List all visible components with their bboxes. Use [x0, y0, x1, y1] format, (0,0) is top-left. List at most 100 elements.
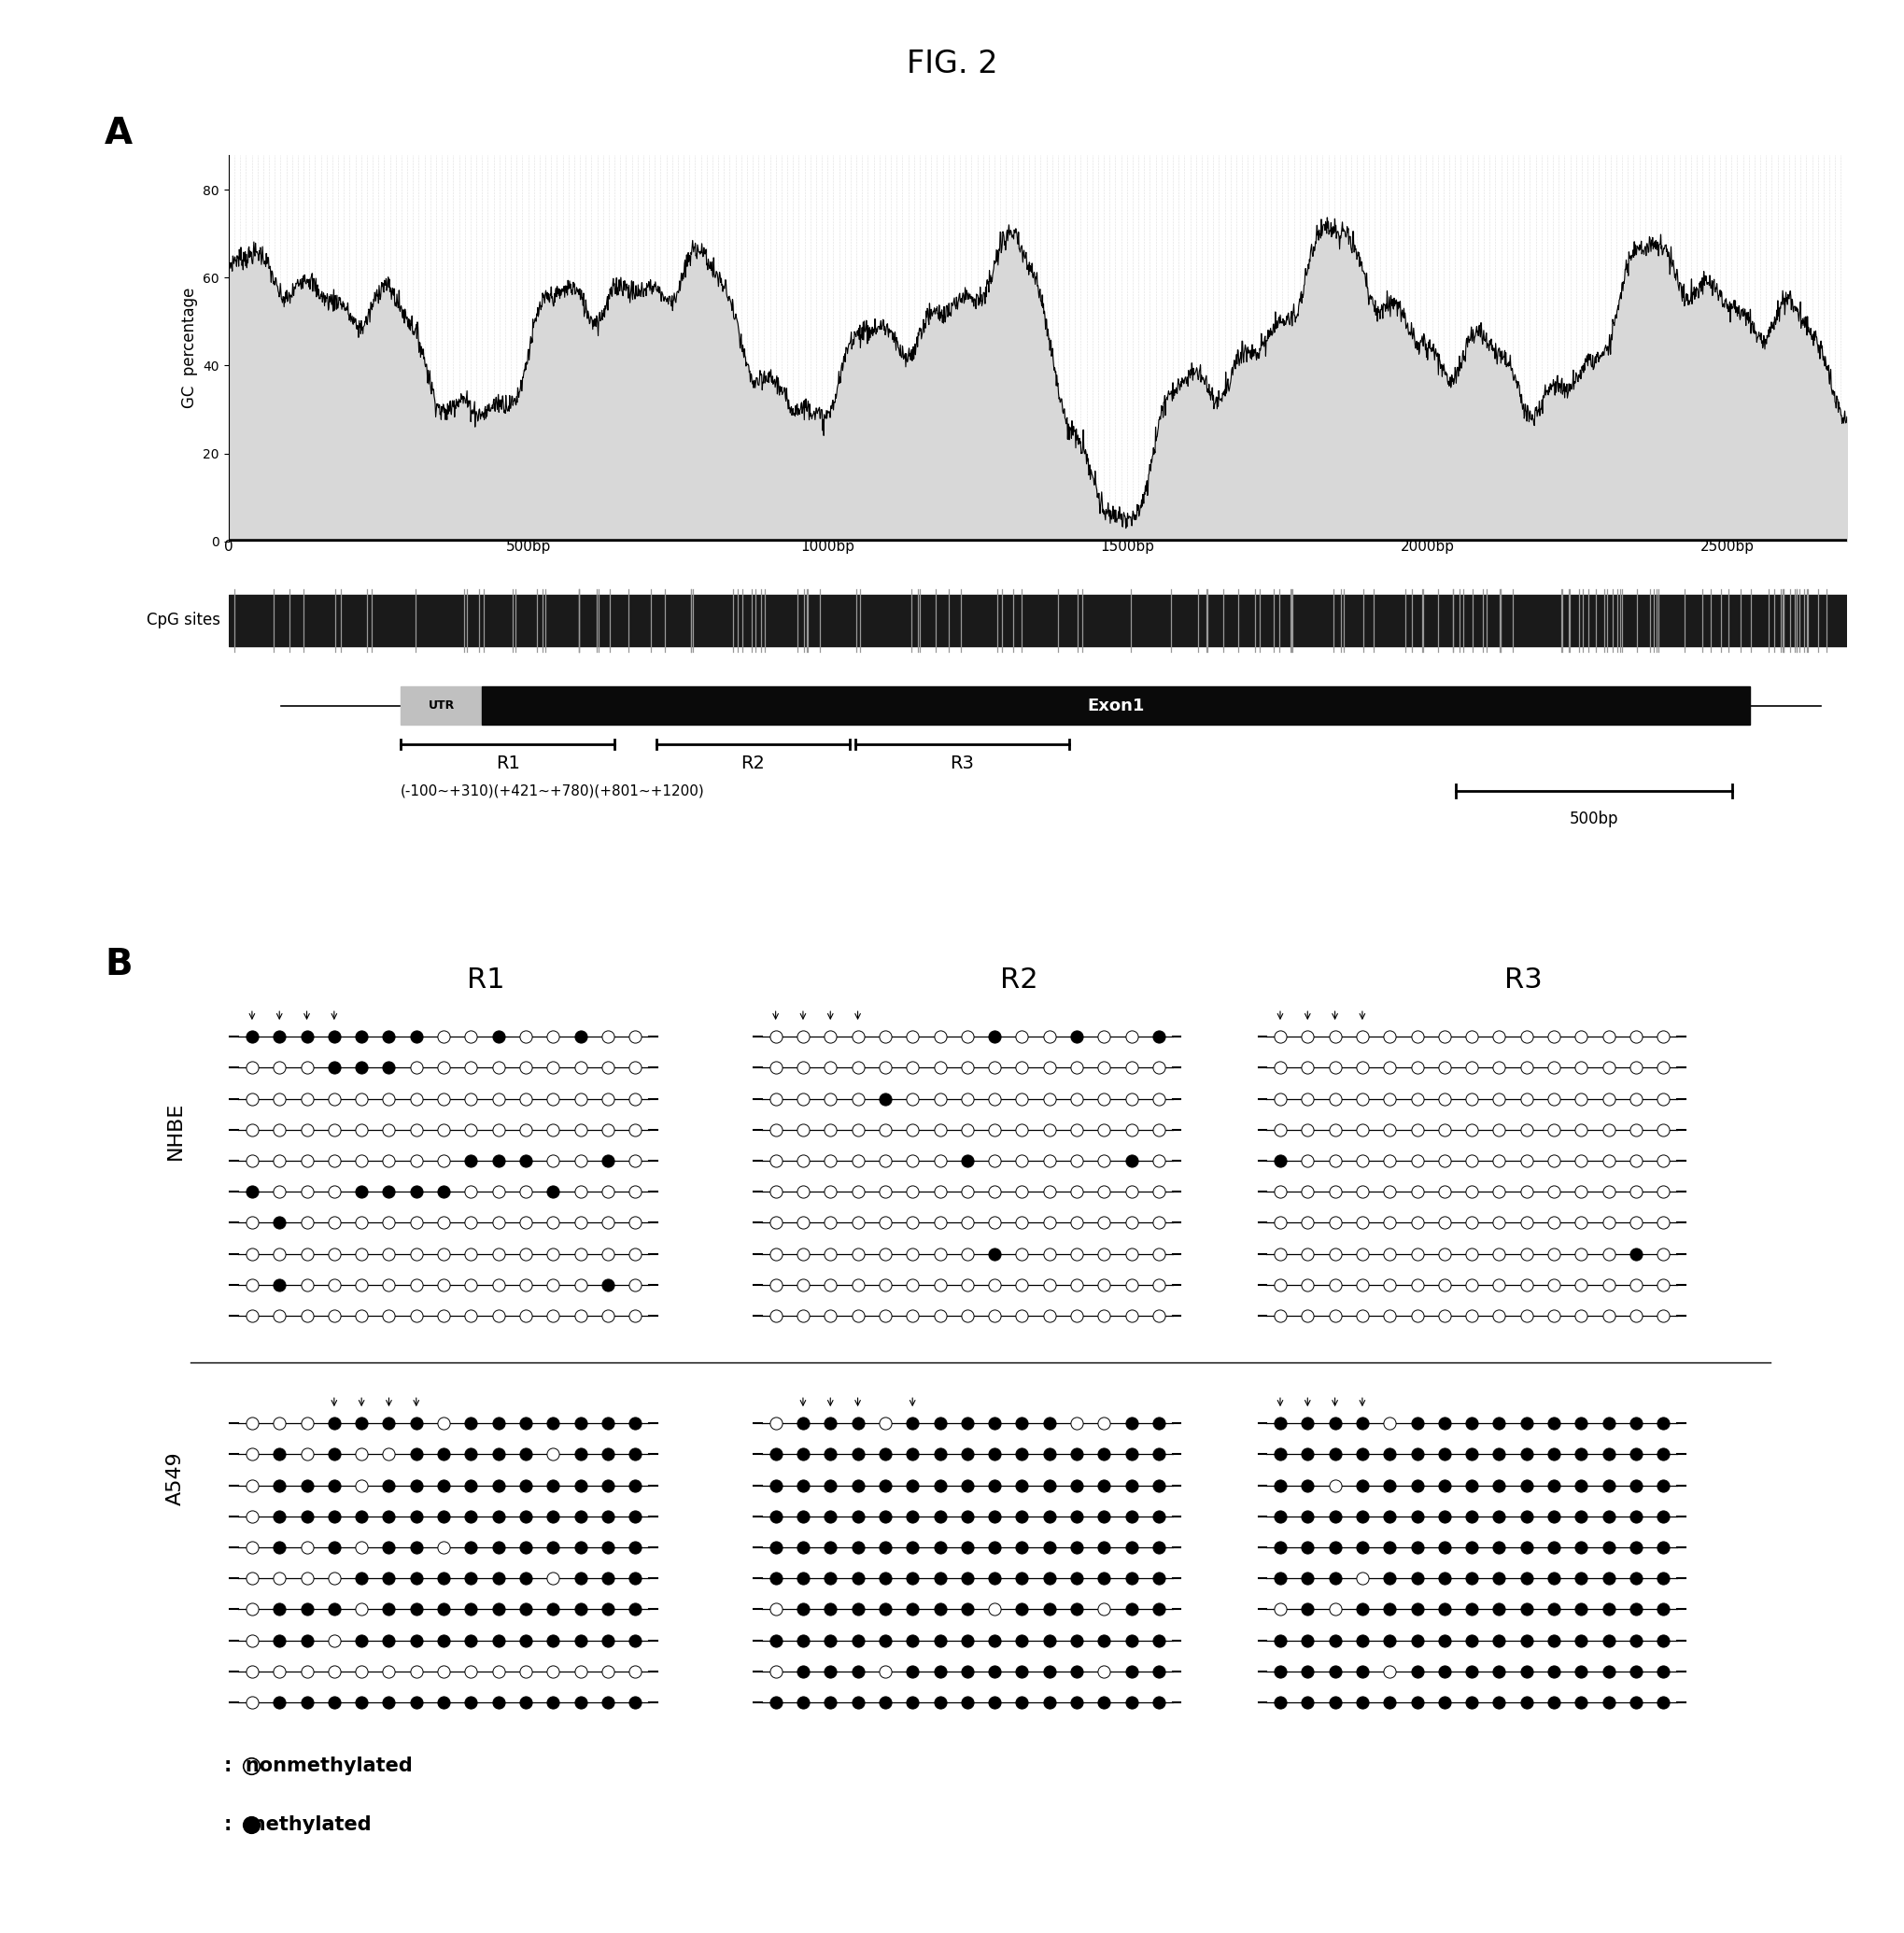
Point	[1348, 1500, 1378, 1531]
Point	[1649, 1564, 1679, 1595]
Point	[347, 1626, 377, 1657]
Text: B: B	[105, 947, 133, 982]
Point	[236, 1809, 267, 1840]
Point	[1649, 1239, 1679, 1270]
Point	[373, 1113, 404, 1144]
Point	[1594, 1469, 1624, 1500]
Point	[402, 1688, 432, 1718]
Point	[1264, 1688, 1295, 1718]
Point	[1034, 1469, 1064, 1500]
Point	[815, 1626, 845, 1657]
Point	[1062, 1144, 1093, 1175]
Point	[455, 1500, 486, 1531]
Point	[347, 1657, 377, 1688]
Point	[1538, 1657, 1569, 1688]
Point	[1594, 1052, 1624, 1082]
Point	[565, 1407, 596, 1438]
Point	[925, 1021, 956, 1052]
Point	[870, 1500, 901, 1531]
Point	[1348, 1688, 1378, 1718]
Point	[373, 1595, 404, 1626]
Point	[760, 1469, 790, 1500]
Point	[484, 1657, 514, 1688]
Point	[1512, 1052, 1542, 1082]
Point	[1567, 1469, 1597, 1500]
Point	[428, 1270, 459, 1301]
Point	[1089, 1239, 1120, 1270]
Point	[539, 1301, 569, 1332]
Point	[510, 1595, 541, 1626]
Point	[1430, 1301, 1460, 1332]
Point	[592, 1021, 623, 1052]
Point	[788, 1082, 819, 1113]
Point	[1512, 1438, 1542, 1469]
Text: CpG sites: CpG sites	[147, 613, 221, 628]
Point	[897, 1531, 927, 1562]
Point	[870, 1301, 901, 1332]
Point	[1089, 1113, 1120, 1144]
Point	[402, 1208, 432, 1239]
Point	[565, 1531, 596, 1562]
Point	[428, 1021, 459, 1052]
Point	[1512, 1021, 1542, 1052]
Point	[870, 1626, 901, 1657]
Point	[1512, 1208, 1542, 1239]
Point	[291, 1052, 322, 1082]
Point	[402, 1144, 432, 1175]
Point	[428, 1082, 459, 1113]
Point	[1144, 1595, 1175, 1626]
Point	[1430, 1082, 1460, 1113]
Point	[1594, 1407, 1624, 1438]
Point	[1620, 1564, 1651, 1595]
Point	[1375, 1113, 1405, 1144]
Point	[1512, 1144, 1542, 1175]
Point	[1319, 1688, 1350, 1718]
Point	[925, 1688, 956, 1718]
Point	[1089, 1144, 1120, 1175]
Point	[484, 1407, 514, 1438]
Point	[842, 1595, 872, 1626]
Point	[402, 1270, 432, 1301]
Point	[1116, 1082, 1146, 1113]
Point	[1512, 1082, 1542, 1113]
Point	[1062, 1301, 1093, 1332]
Text: R3: R3	[1504, 966, 1542, 994]
Point	[842, 1052, 872, 1082]
Point	[1594, 1301, 1624, 1332]
Point	[815, 1531, 845, 1562]
Point	[402, 1407, 432, 1438]
Point	[897, 1688, 927, 1718]
Point	[1620, 1500, 1651, 1531]
Point	[979, 1270, 1009, 1301]
Point	[1034, 1208, 1064, 1239]
Point	[318, 1438, 350, 1469]
Point	[979, 1239, 1009, 1270]
Point	[1620, 1177, 1651, 1208]
Point	[979, 1469, 1009, 1500]
Point	[1401, 1688, 1432, 1718]
Point	[1089, 1595, 1120, 1626]
Point	[1034, 1531, 1064, 1562]
Point	[1483, 1564, 1514, 1595]
Point	[952, 1688, 982, 1718]
Point	[621, 1657, 651, 1688]
Point	[621, 1595, 651, 1626]
Point	[925, 1564, 956, 1595]
Point	[539, 1688, 569, 1718]
Point	[952, 1438, 982, 1469]
Point	[1375, 1208, 1405, 1239]
Point	[265, 1301, 295, 1332]
Point	[592, 1564, 623, 1595]
Point	[373, 1688, 404, 1718]
Point	[952, 1531, 982, 1562]
Point	[1538, 1144, 1569, 1175]
Point	[318, 1564, 350, 1595]
Point	[842, 1144, 872, 1175]
Point	[236, 1208, 267, 1239]
Point	[236, 1438, 267, 1469]
Point	[1034, 1438, 1064, 1469]
Point	[1401, 1438, 1432, 1469]
Point	[925, 1052, 956, 1082]
Point	[788, 1208, 819, 1239]
Point	[870, 1239, 901, 1270]
